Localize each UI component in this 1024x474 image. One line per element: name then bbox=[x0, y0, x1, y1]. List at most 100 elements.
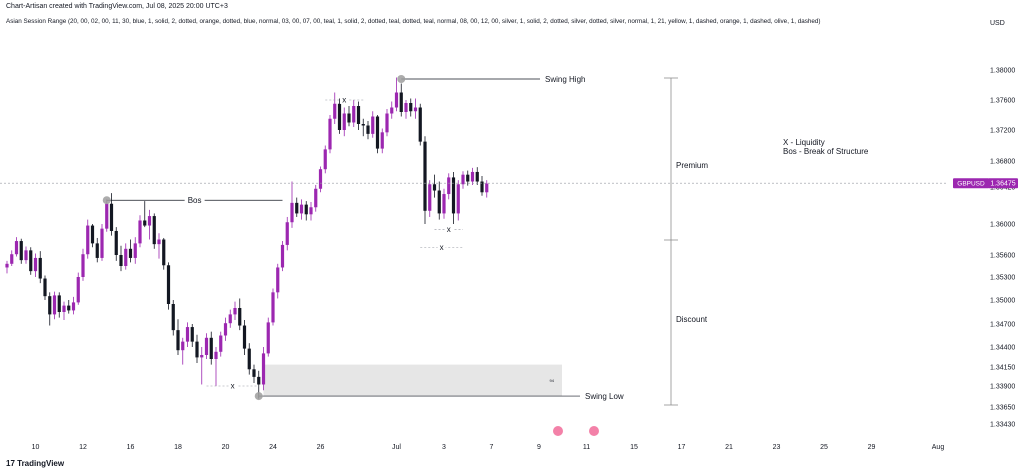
price-axis: 1.380001.376001.372001.368001.364201.360… bbox=[953, 68, 1018, 429]
candle-body bbox=[76, 277, 80, 303]
price-tick: 1.35600 bbox=[990, 253, 1015, 260]
indicator-legend[interactable]: Asian Session Range (20, 00, 02, 00, 11,… bbox=[6, 18, 821, 25]
price-tick: 1.36000 bbox=[990, 222, 1015, 229]
candle-body bbox=[38, 257, 42, 279]
candle-body bbox=[124, 248, 128, 266]
candle-body bbox=[475, 171, 479, 182]
candle-body bbox=[399, 92, 403, 112]
time-tick: Aug bbox=[932, 444, 945, 451]
liquidity-label: x bbox=[447, 225, 451, 234]
price-tick: 1.34150 bbox=[990, 365, 1015, 372]
tradingview-logo[interactable]: 17 TradingView bbox=[6, 459, 65, 468]
candle-body bbox=[413, 107, 418, 112]
last-price-badge bbox=[988, 178, 1018, 189]
candle-body bbox=[404, 103, 408, 112]
economic-event-icon bbox=[553, 426, 563, 436]
candle-body bbox=[485, 183, 489, 193]
time-tick: 3 bbox=[442, 444, 446, 451]
candle-body bbox=[318, 169, 323, 189]
candle-body bbox=[247, 348, 251, 370]
candle-body bbox=[105, 203, 109, 229]
bos-label-bg bbox=[184, 195, 205, 206]
bos-marker bbox=[102, 196, 111, 205]
price-tick: 1.37200 bbox=[990, 128, 1015, 135]
candle-body bbox=[24, 250, 28, 261]
candle-body bbox=[162, 239, 166, 266]
candle-body bbox=[285, 222, 289, 245]
candle-body bbox=[209, 337, 213, 359]
candle-body bbox=[266, 322, 270, 354]
swing-low-label: Swing Low bbox=[585, 392, 624, 401]
price-tick: 1.33650 bbox=[990, 405, 1015, 412]
candle-body bbox=[456, 184, 460, 214]
time-tick: 15 bbox=[630, 444, 638, 451]
price-tick: 1.35000 bbox=[990, 298, 1015, 305]
candle-body bbox=[271, 292, 275, 323]
candle-body bbox=[86, 225, 90, 255]
candle-body bbox=[33, 257, 38, 272]
premium-label: Premium bbox=[676, 161, 708, 170]
candle-body bbox=[371, 116, 375, 134]
symbol-badge bbox=[953, 178, 989, 189]
candle-body bbox=[257, 376, 261, 385]
candle-body bbox=[190, 327, 194, 342]
candle-body bbox=[366, 125, 370, 134]
candle-body bbox=[314, 188, 318, 208]
candle-body bbox=[394, 92, 399, 108]
time-tick: 26 bbox=[317, 444, 325, 451]
candle-body bbox=[276, 267, 280, 293]
candle-body bbox=[361, 124, 365, 126]
candle-body bbox=[470, 171, 475, 182]
candle-body bbox=[176, 330, 180, 351]
candle-body bbox=[147, 216, 152, 226]
price-tick: 1.37600 bbox=[990, 98, 1015, 105]
liquidity-label: x bbox=[440, 243, 444, 252]
candle-body bbox=[43, 278, 47, 297]
candle-body bbox=[409, 103, 413, 112]
candle-body bbox=[252, 369, 256, 377]
price-tick: 1.34700 bbox=[990, 322, 1015, 329]
candle-body bbox=[390, 107, 394, 114]
candle-body bbox=[171, 304, 175, 331]
candles bbox=[5, 77, 489, 399]
time-tick: 9 bbox=[537, 444, 541, 451]
candle-body bbox=[337, 103, 342, 130]
time-tick: 16 bbox=[127, 444, 135, 451]
candle-body bbox=[451, 177, 456, 214]
currency-label: USD bbox=[990, 20, 1005, 27]
candle-body bbox=[219, 335, 223, 352]
candle-body bbox=[466, 174, 470, 182]
candle-body bbox=[233, 308, 237, 315]
candle-body bbox=[166, 265, 171, 304]
swing-low-marker bbox=[254, 392, 263, 401]
candle-body bbox=[204, 337, 209, 355]
symbol-badge-text: GBPUSD bbox=[957, 181, 985, 188]
candle-body bbox=[143, 220, 147, 226]
candle-body bbox=[480, 181, 484, 193]
zone-box bbox=[263, 364, 562, 397]
price-tick: 1.36800 bbox=[990, 159, 1015, 166]
liquidity-label-bg bbox=[228, 382, 237, 390]
candle-body bbox=[447, 177, 451, 195]
candle-body bbox=[309, 207, 313, 215]
chart-attribution: Chart-Artisan created with TradingView.c… bbox=[6, 3, 228, 10]
candle-body bbox=[81, 254, 85, 277]
candle-body bbox=[261, 353, 266, 385]
candle-body bbox=[95, 243, 99, 258]
candle-body bbox=[385, 113, 389, 133]
candle-body bbox=[352, 106, 356, 123]
candle-body bbox=[195, 341, 199, 358]
candle-body bbox=[19, 241, 23, 261]
candle-body bbox=[128, 248, 133, 258]
candle-body bbox=[138, 220, 142, 244]
time-axis: 10 12 16 18 20 24 26 Jul 3 7 9 11 15 17 21 23 25 29 Aug bbox=[32, 426, 945, 451]
candle-body bbox=[423, 141, 427, 211]
candle-body bbox=[228, 314, 232, 324]
swing-high-marker bbox=[397, 75, 406, 83]
discount-label: Discount bbox=[676, 315, 708, 324]
candle-body bbox=[90, 225, 95, 244]
liquidity-label-bg bbox=[437, 243, 446, 252]
candle-body bbox=[157, 239, 161, 245]
price-tick: 1.33430 bbox=[990, 422, 1015, 429]
